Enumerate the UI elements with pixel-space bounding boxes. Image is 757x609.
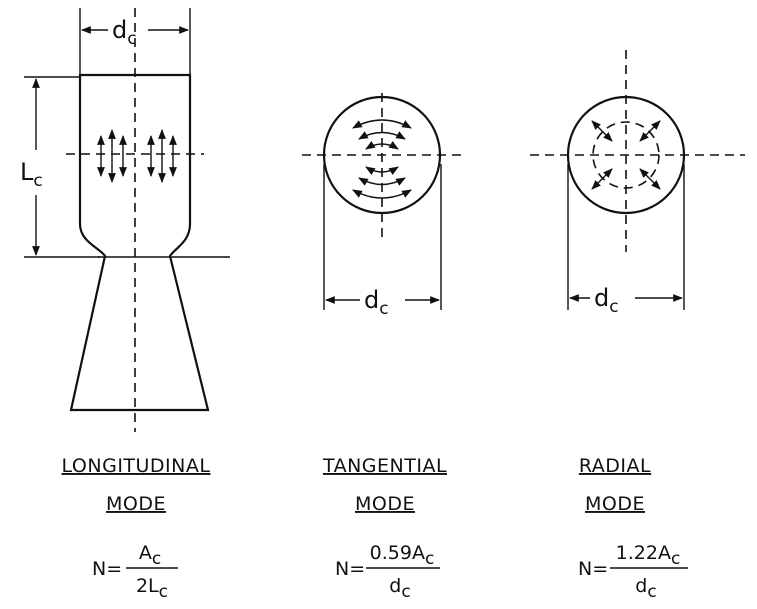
mode-formula-radial: N= 1.22Ac dc [578, 542, 688, 602]
formula-numerator: 1.22Ac [616, 542, 681, 569]
wave-arc-top [358, 131, 406, 140]
mode-label-tangential: TANGENTIAL MODE N= 0.59Ac dc [322, 455, 447, 602]
radial-oscillation-arrows [591, 120, 661, 190]
formula-denominator: dc [635, 575, 656, 602]
mode-label-radial: RADIAL MODE N= 1.22Ac dc [578, 455, 688, 602]
mode-label-longitudinal: LONGITUDINAL MODE N= Ac 2Lc [62, 455, 211, 602]
lc-label: Lc [20, 158, 43, 191]
wave-arc-bottom [358, 177, 406, 186]
dc-label-longitudinal: dc [112, 16, 137, 49]
wave-arc-bottom [352, 189, 412, 199]
tangential-mode-drawing: dc [302, 93, 462, 319]
wave-arc-bottom [365, 166, 399, 175]
wave-arc-top [365, 141, 399, 150]
formula-numerator: 0.59Ac [370, 542, 435, 569]
mode-title-line2: MODE [106, 493, 166, 515]
longitudinal-chamber-drawing: dc Lc [20, 8, 230, 432]
formula-numerator: Ac [139, 542, 161, 569]
radial-arrow [591, 168, 613, 190]
radial-arrow [639, 120, 661, 142]
formula-denominator: dc [389, 575, 410, 602]
mode-formula-tangential: N= 0.59Ac dc [335, 542, 440, 602]
formula-lhs: N= [92, 558, 122, 580]
radial-arrow [639, 168, 661, 190]
radial-mode-drawing: dc [530, 50, 745, 317]
chamber-outline [69, 73, 210, 412]
dc-label-radial: dc [594, 284, 619, 317]
mode-title-line1: RADIAL [579, 455, 651, 477]
formula-lhs: N= [578, 558, 608, 580]
mode-formula-longitudinal: N= Ac 2Lc [92, 542, 178, 602]
wave-arc-top [352, 119, 412, 129]
mode-title-line1: TANGENTIAL [322, 455, 447, 477]
longitudinal-oscillation-arrows [97, 129, 177, 183]
tangential-wave-arcs [352, 119, 412, 199]
mode-title-line2: MODE [355, 493, 415, 515]
radial-arrow [591, 120, 613, 142]
formula-denominator: 2Lc [136, 575, 168, 602]
dc-label-tangential: dc [364, 286, 389, 319]
formula-lhs: N= [335, 558, 365, 580]
mode-title-line2: MODE [585, 493, 645, 515]
mode-title-line1: LONGITUDINAL [62, 455, 211, 477]
